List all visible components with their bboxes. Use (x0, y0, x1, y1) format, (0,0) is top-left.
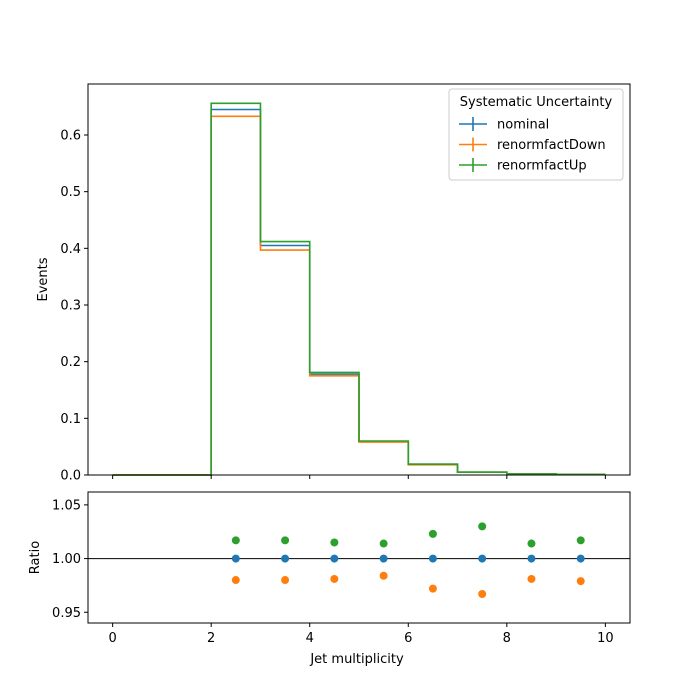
main-y-tick-label: 0.1 (60, 412, 81, 427)
ratio-y-tick-label: 0.95 (52, 606, 81, 621)
ratio-point-renormfactDown (478, 590, 487, 599)
ratio-point-renormfactDown (281, 576, 290, 585)
ratio-x-tick-label: 10 (597, 631, 614, 646)
ratio-point-renormfactUp (330, 538, 339, 547)
ratio-y-ticks: 0.95 1.00 1.05 (52, 498, 88, 621)
ratio-point-nominal (330, 554, 339, 563)
ratio-x-ticks: 0 2 4 6 8 10 (108, 623, 614, 646)
ratio-point-nominal (527, 554, 536, 563)
main-y-tick-label: 0.3 (60, 299, 81, 314)
ratio-point-renormfactDown (428, 584, 437, 593)
main-y-tick-label: 0.5 (60, 185, 81, 200)
ratio-point-renormfactUp (428, 529, 437, 538)
ratio-point-renormfactUp (478, 522, 487, 531)
ratio-y-tick-label: 1.00 (52, 552, 81, 567)
ratio-x-tick-label: 6 (404, 631, 412, 646)
main-y-tick-label: 0.6 (60, 129, 81, 144)
ratio-x-tick-label: 2 (207, 631, 215, 646)
ratio-x-tick-label: 8 (503, 631, 511, 646)
legend-title: Systematic Uncertainty (460, 95, 613, 110)
ratio-point-nominal (576, 554, 585, 563)
main-y-ticks: 0.0 0.1 0.2 0.3 0.4 0.5 0.6 (60, 129, 88, 484)
main-y-tick-label: 0.2 (60, 355, 81, 370)
ratio-point-nominal (379, 554, 388, 563)
ratio-axes-frame (87, 491, 631, 624)
main-y-tick-label: 0.0 (60, 469, 81, 484)
ratio-point-renormfactUp (576, 536, 585, 545)
ratio-y-tick-label: 1.05 (52, 498, 81, 513)
x-axis-label: Jet multiplicity (309, 652, 404, 667)
main-axes-frame (87, 83, 631, 476)
ratio-panel: 0 2 4 6 8 10 0.95 1.00 1.05 Ratio Jet multiplic… (28, 491, 631, 667)
ratio-point-renormfactUp (379, 539, 388, 548)
ratio-point-renormfactUp (281, 536, 290, 545)
ratio-point-renormfactUp (231, 536, 240, 545)
ratio-point-nominal (231, 554, 240, 563)
legend: Systematic Uncertainty nominal renormfact… (448, 88, 624, 181)
ratio-point-renormfactDown (231, 576, 240, 585)
ratio-point-renormfactDown (330, 574, 339, 583)
ratio-point-nominal (478, 554, 487, 563)
main-series-group (112, 102, 606, 476)
ratio-point-nominal (281, 554, 290, 563)
legend-label-renormfactUp: renormfactUp (497, 159, 587, 174)
ratio-point-renormfactUp (527, 539, 536, 548)
ratio-y-axis-label: Ratio (28, 541, 43, 574)
ratio-point-renormfactDown (379, 571, 388, 580)
legend-label-nominal: nominal (497, 118, 549, 133)
main-y-tick-label: 0.4 (60, 242, 81, 257)
ratio-point-renormfactDown (576, 577, 585, 586)
main-x-ticks (112, 475, 606, 479)
legend-box (448, 88, 624, 181)
ratio-series-group (231, 522, 585, 599)
series-renormfactUp-line (112, 102, 606, 476)
main-y-axis-label: Events (36, 257, 51, 301)
ratio-point-renormfactDown (527, 574, 536, 583)
main-panel: 0.0 0.1 0.2 0.3 0.4 0.5 0.6 Events Systematic … (36, 83, 631, 484)
legend-entries: nominal renormfactDown renormfactUp (459, 117, 606, 174)
ratio-point-nominal (428, 554, 437, 563)
legend-label-renormfactDown: renormfactDown (497, 138, 606, 153)
ratio-x-tick-label: 0 (108, 631, 116, 646)
ratio-x-tick-label: 4 (306, 631, 314, 646)
